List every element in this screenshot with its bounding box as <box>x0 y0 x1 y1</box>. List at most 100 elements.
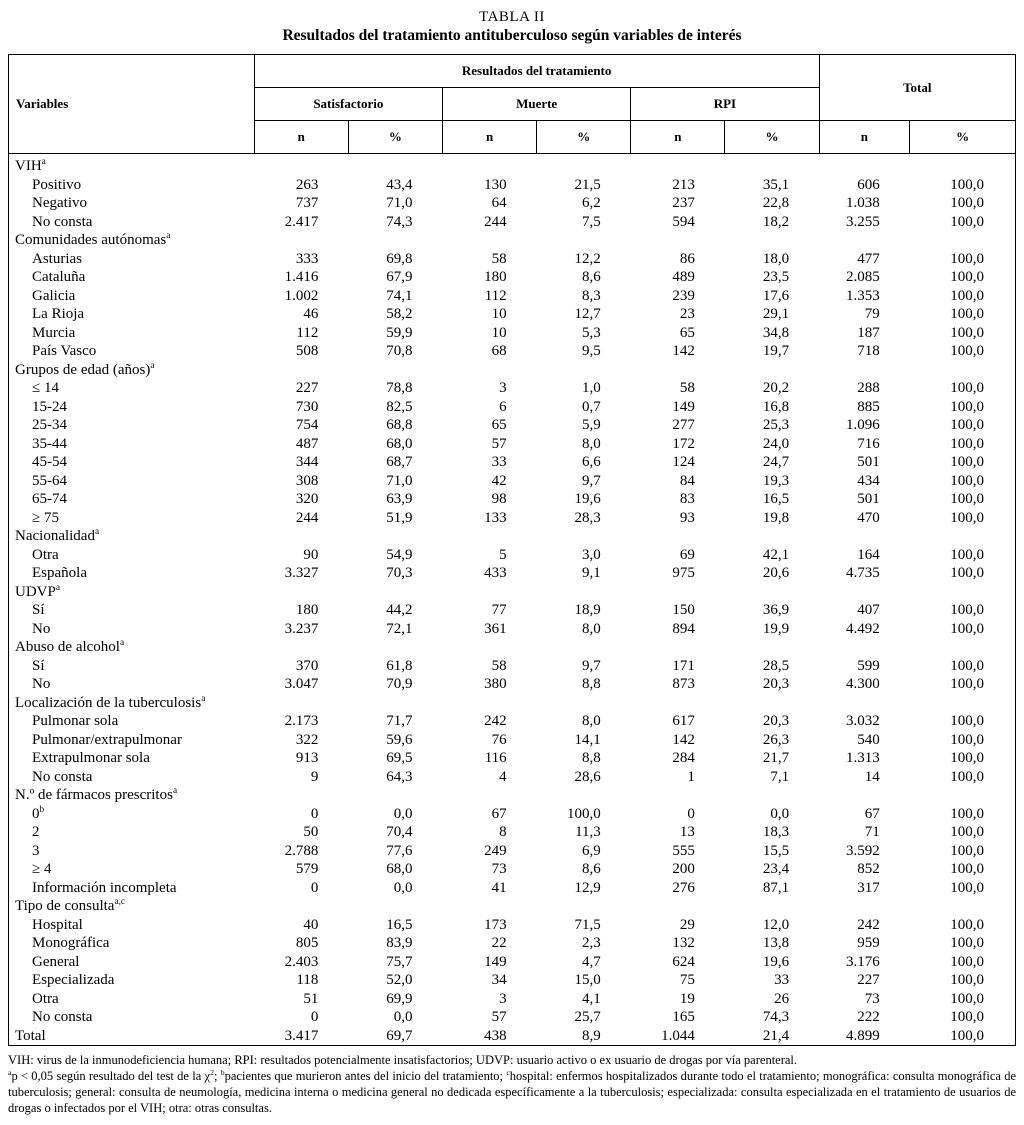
n-value-cell: 555 <box>672 842 695 859</box>
pct-value-cell: 59,9 <box>386 324 413 341</box>
n-value-cell: 718 <box>857 343 880 359</box>
data-row: Especializada 118 52,0 34 15,0 75 33 227 100,0 <box>9 971 1016 990</box>
n-value-cell: 322 <box>295 731 319 748</box>
pct-value-cell: 12,9 <box>574 879 601 896</box>
superscript-note-marker: 2 <box>210 1067 214 1077</box>
pct-value-cell: 70,9 <box>386 676 413 692</box>
table-body: VIHa Positivo 263 43,4 130 21,5 213 35,1 606 100,… <box>9 154 1016 1046</box>
n-value-cell: 10 <box>491 306 507 322</box>
pct-value-cell: 0,7 <box>582 398 601 415</box>
pct-value-cell: 28,6 <box>574 768 601 785</box>
row-label: No <box>32 620 51 637</box>
section-header-row: Localización de la tuberculosisa <box>9 694 1016 713</box>
pct-value-cell: 100,0 <box>950 509 984 526</box>
row-label: No consta <box>32 1009 93 1025</box>
row-label: No <box>32 676 51 692</box>
pct-value-cell: 100,0 <box>950 731 984 748</box>
pct-value-cell: 8,6 <box>582 861 601 877</box>
n-value-cell: 14 <box>864 768 880 785</box>
n-value-cell: 57 <box>491 1009 507 1025</box>
data-row: Información incompleta 0 0,0 41 12,9 276 87,1 3… <box>9 879 1016 898</box>
section-label: UDVPa <box>15 582 60 600</box>
pct-value-cell: 19,6 <box>574 491 601 507</box>
pct-value-cell: 100,0 <box>950 1027 984 1044</box>
n-value-cell: 249 <box>484 842 507 859</box>
n-value-cell: 65 <box>679 324 695 341</box>
n-value-cell: 276 <box>672 879 695 896</box>
pct-value-cell: 24,0 <box>762 435 790 452</box>
pct-value-cell: 100,0 <box>950 306 984 322</box>
n-value-cell: 5 <box>499 546 507 563</box>
n-value-cell: 599 <box>857 657 880 674</box>
n-value-cell: 4.300 <box>845 676 880 692</box>
col-subgroup-rpi: RPI <box>630 87 820 121</box>
data-row: Extrapulmonar sola 913 69,5 116 8,8 284 21,7 1.… <box>9 749 1016 768</box>
pct-value-cell: 19,9 <box>762 620 790 637</box>
pct-value-cell: 4,7 <box>582 953 601 970</box>
n-value-cell: 489 <box>672 269 695 285</box>
n-value-cell: 93 <box>679 509 695 526</box>
pct-value-cell: 100,0 <box>950 842 984 859</box>
table-title-block: TABLA II Resultados del tratamiento anti… <box>8 9 1016 45</box>
pct-value-cell: 100,0 <box>950 491 984 507</box>
row-label: 3 <box>32 842 40 859</box>
pct-value-cell: 52,0 <box>386 972 413 988</box>
pct-value-cell: 18,9 <box>574 602 601 618</box>
n-value-cell: 1.353 <box>845 287 880 304</box>
pct-value-cell: 70,4 <box>386 824 413 840</box>
data-row: No 3.047 70,9 380 8,8 873 20,3 4.300 100,0 <box>9 675 1016 694</box>
data-row: No 3.237 72,1 361 8,0 894 19,9 4.492 100,0 <box>9 620 1016 639</box>
data-row: Monográfica 805 83,9 22 2,3 132 13,8 959 100,0 <box>9 934 1016 953</box>
n-value-cell: 277 <box>672 417 695 433</box>
n-value-cell: 4.899 <box>845 1027 880 1044</box>
pct-value-cell: 87,1 <box>762 879 790 896</box>
data-row: Asturias 333 69,8 58 12,2 86 18,0 477 100,0 <box>9 250 1016 269</box>
pct-value-cell: 18,0 <box>762 250 790 267</box>
n-value-cell: 470 <box>857 509 880 526</box>
pct-value-cell: 5,9 <box>582 417 601 433</box>
pct-value-cell: 100,0 <box>950 768 984 785</box>
superscript-note-marker: a <box>150 360 155 371</box>
data-row: Otra 51 69,9 3 4,1 19 26 73 100,0 <box>9 990 1016 1009</box>
pct-value-cell: 29,1 <box>762 306 790 322</box>
data-row: 45-54 344 68,7 33 6,6 124 24,7 501 100,0 <box>9 453 1016 472</box>
n-value-cell: 805 <box>295 935 319 951</box>
pct-value-cell: 18,3 <box>762 824 790 840</box>
pct-value-cell: 8,9 <box>582 1027 601 1044</box>
data-row: Hospital 40 16,5 173 71,5 29 12,0 242 100,0 <box>9 916 1016 935</box>
table-caption: Resultados del tratamiento antituberculo… <box>282 27 742 44</box>
pct-value-cell: 0,0 <box>393 879 413 896</box>
n-value-cell: 852 <box>857 861 880 877</box>
n-value-cell: 508 <box>295 343 319 359</box>
pct-value-cell: 28,5 <box>762 657 790 674</box>
n-value-cell: 118 <box>296 972 319 988</box>
n-value-cell: 975 <box>672 565 695 581</box>
row-label: Otra <box>32 546 59 563</box>
pct-value-cell: 28,3 <box>574 509 601 526</box>
n-value-cell: 4.492 <box>845 620 880 637</box>
pct-value-cell: 12,2 <box>574 250 601 267</box>
pct-value-cell: 20,6 <box>762 565 790 581</box>
row-label: 25-34 <box>32 417 67 433</box>
n-value-cell: 1.044 <box>661 1027 695 1044</box>
data-row: No consta 0 0,0 57 25,7 165 74,3 222 100,0 <box>9 1008 1016 1027</box>
n-value-cell: 754 <box>295 417 319 433</box>
row-label: Información incompleta <box>32 879 177 896</box>
pct-value-cell: 12,0 <box>762 916 790 933</box>
n-value-cell: 73 <box>491 861 507 877</box>
pct-value-cell: 19,6 <box>762 953 790 970</box>
superscript-note-marker: a <box>172 786 178 796</box>
n-value-cell: 33 <box>491 454 507 470</box>
row-label: 0b <box>32 804 45 822</box>
n-value-cell: 606 <box>857 176 880 193</box>
section-header-row: Abuso de alcohola <box>9 638 1016 657</box>
pct-value-cell: 100,0 <box>950 343 984 359</box>
pct-value-cell: 68,7 <box>386 454 413 470</box>
row-label: Monográfica <box>32 935 110 951</box>
section-header-row: Tipo de consultaa,c <box>9 897 1016 916</box>
n-value-cell: 3 <box>499 380 507 396</box>
data-row: Pulmonar/extrapulmonar 322 59,6 76 14,1 142 26… <box>9 731 1016 750</box>
pct-value-cell: 9,7 <box>582 657 601 674</box>
col-header-pct: % <box>347 120 444 154</box>
n-value-cell: 68 <box>491 343 507 359</box>
